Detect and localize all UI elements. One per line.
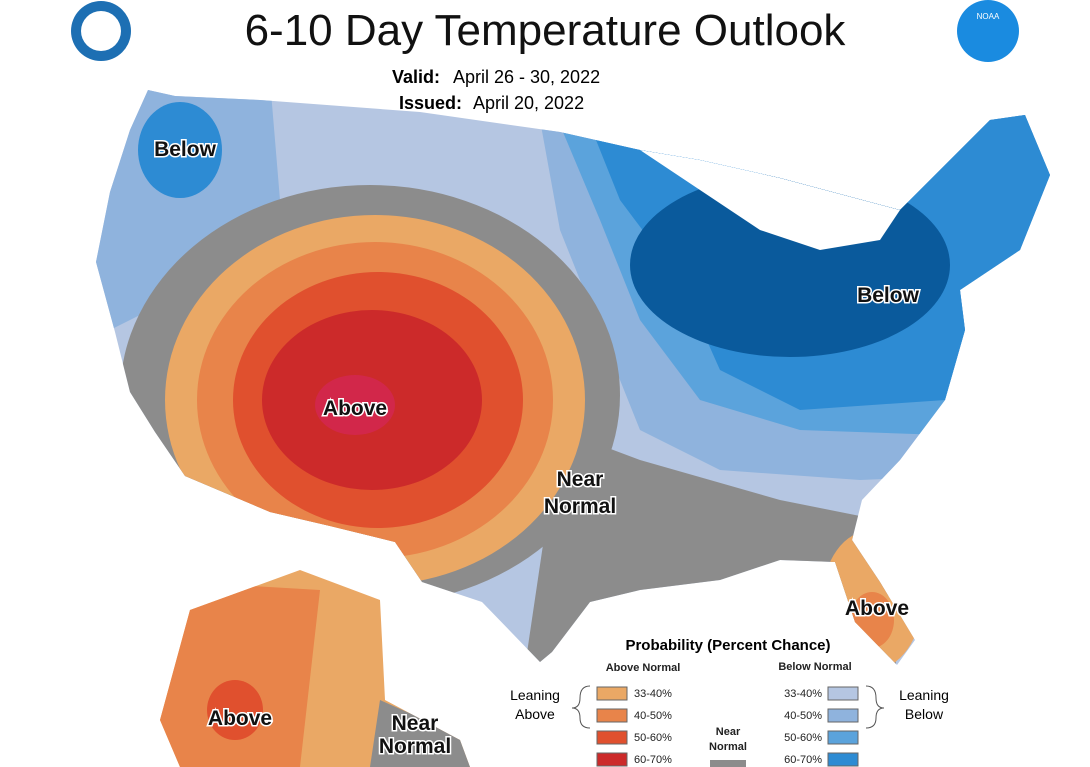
swatch-above-40: [596, 708, 628, 723]
range-above-3: 60-70%: [634, 754, 672, 766]
range-below-2: 50-60%: [784, 732, 822, 744]
swatch-above-33: [596, 686, 628, 701]
near-swatch: [710, 760, 746, 767]
label-above-sw: Above: [323, 397, 387, 420]
legend-below-header: Below Normal: [778, 661, 851, 673]
legend-title: Probability (Percent Chance): [625, 637, 830, 654]
label-near-2: Normal: [544, 495, 616, 518]
ak-zone-40: [160, 580, 320, 767]
label-near-1: Near: [557, 468, 604, 491]
range-above-2: 50-60%: [634, 732, 672, 744]
near-2: Normal: [709, 741, 747, 753]
leaning-below-2: Below: [905, 706, 944, 722]
ak-zone-50: [207, 680, 263, 740]
doc-logo-inner: [81, 11, 121, 51]
issued-label: Issued:: [399, 93, 462, 113]
leaning-above-2: Above: [515, 706, 555, 722]
label-below-nw: Below: [154, 138, 217, 161]
range-above-0: 33-40%: [634, 688, 672, 700]
legend-above-header: Above Normal: [606, 662, 681, 674]
swatch-below-50: [827, 730, 859, 745]
swatch-below-60: [827, 752, 859, 767]
conus: [96, 90, 1050, 665]
swatch-below-40: [827, 708, 859, 723]
valid-label: Valid:: [392, 67, 440, 87]
label-below-ne: Below: [857, 284, 920, 307]
zone-below-40: [96, 90, 280, 340]
near-1: Near: [716, 726, 741, 738]
range-above-1: 40-50%: [634, 710, 672, 722]
title: 6-10 Day Temperature Outlook: [245, 6, 847, 55]
leaning-below-1: Leaning: [899, 687, 949, 703]
swatch-above-50: [596, 730, 628, 745]
label-above-ak: Above: [208, 707, 272, 730]
great-lakes: [640, 150, 900, 250]
ak-zone-near: [370, 700, 470, 767]
valid-dates: April 26 - 30, 2022: [453, 67, 600, 87]
brace-above: [571, 685, 591, 729]
issued-date: April 20, 2022: [473, 93, 584, 113]
leaning-above-1: Leaning: [510, 687, 560, 703]
swatch-below-33: [827, 686, 859, 701]
brace-below: [865, 685, 885, 729]
label-near-ak-1: Near: [392, 712, 439, 735]
range-below-3: 60-70%: [784, 754, 822, 766]
noaa-logo: [957, 0, 1019, 62]
range-below-0: 33-40%: [784, 688, 822, 700]
zone-below-50: [138, 102, 222, 198]
legend: Probability (Percent Chance) Above Norma…: [510, 637, 949, 767]
label-above-fl: Above: [845, 597, 909, 620]
swatch-above-60: [596, 752, 628, 767]
noaa-text: NOAA: [977, 12, 1000, 21]
zone-above-70: [315, 375, 395, 435]
range-below-1: 40-50%: [784, 710, 822, 722]
label-near-ak-2: Normal: [379, 735, 451, 758]
